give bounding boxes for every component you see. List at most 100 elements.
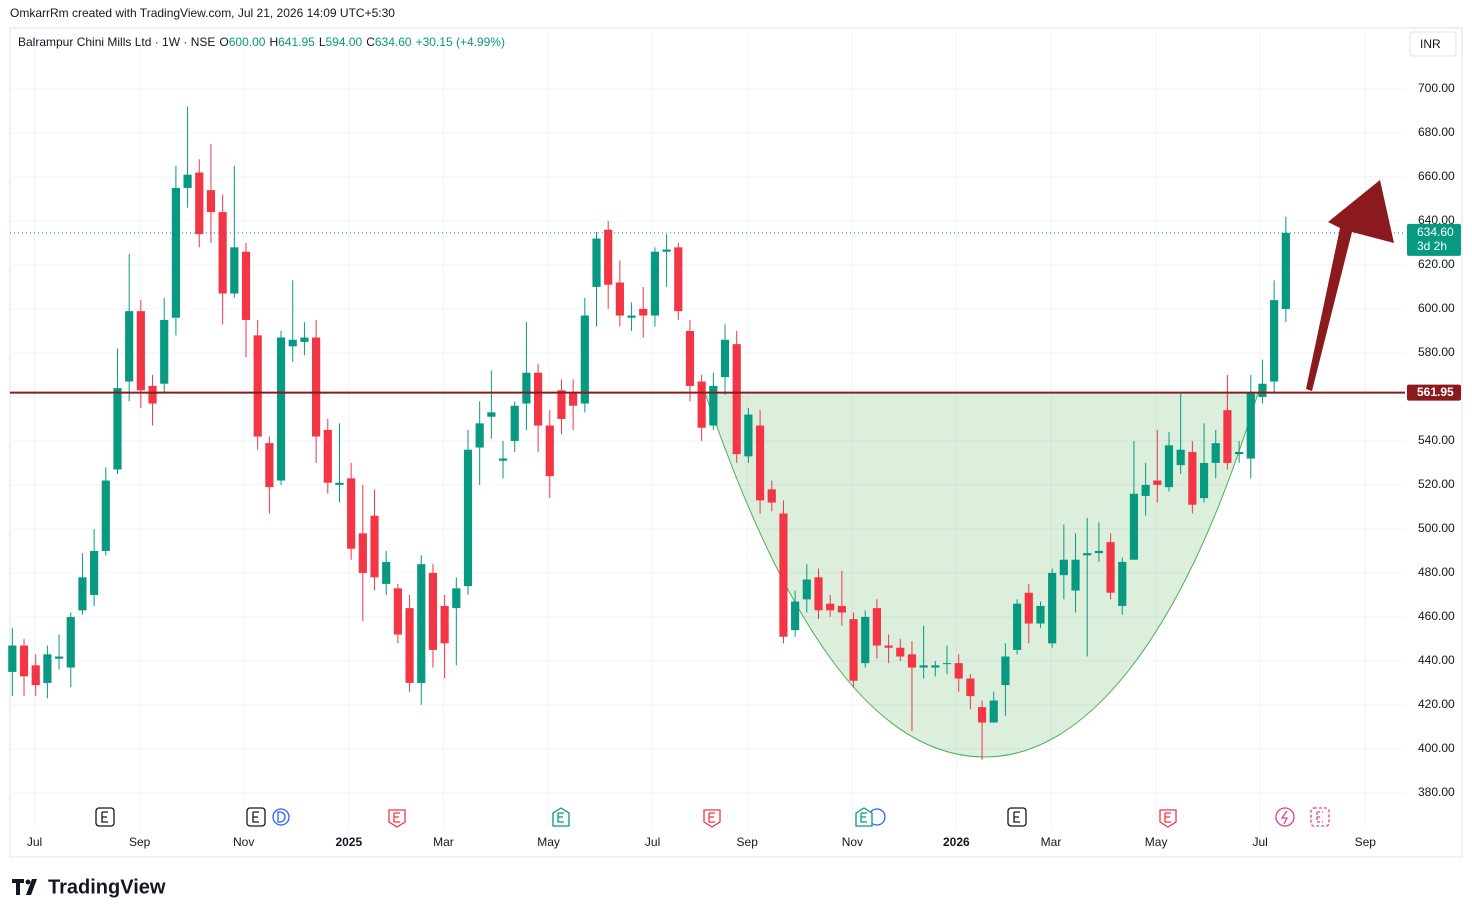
legend-key: C [366,35,375,49]
candle-body [802,579,811,600]
candle-body [475,423,484,448]
candle-body [1024,592,1033,624]
x-tick-label: Jul [645,835,660,849]
candle-body [685,330,695,386]
candle-body [720,339,730,378]
candle-body [989,700,998,723]
y-tick-label: 380.00 [1418,785,1455,799]
y-tick-label: 640.00 [1418,213,1455,227]
candle-body [1094,550,1103,554]
candle-body [8,645,17,672]
candle-body [31,665,40,686]
y-tick-label: 500.00 [1418,521,1455,535]
y-tick-label: 660.00 [1418,169,1455,183]
candle-body [19,645,29,677]
candle-body [206,190,216,213]
header: OmkarrRm created with TradingView.com, J… [10,6,395,20]
y-tick-label: 680.00 [1418,125,1455,139]
candle-body [1036,605,1045,624]
candle-body [276,337,286,481]
candle-body [43,654,52,683]
candle-body [779,513,788,637]
candle-body [428,572,438,650]
candle-body [463,449,473,587]
x-tick-label: Sep [129,835,151,849]
candle-body [522,372,531,404]
candle-body [1048,572,1057,644]
legend-key: H [269,35,279,49]
x-tick-label: Jul [1252,835,1267,849]
candle-body [1083,553,1092,556]
candle-body [1118,561,1127,606]
candle-body [113,388,122,470]
candle-body [826,603,835,611]
candle-body [732,344,741,455]
last-price-box [1407,223,1461,256]
candle-body [171,187,180,318]
candle-body [639,308,648,316]
y-tick-label: 620.00 [1418,257,1455,271]
candle-body [1071,559,1080,591]
level-label-box [1407,384,1461,401]
candle-body [919,665,928,668]
candle-body [195,172,204,235]
legend-key: O [219,35,229,49]
candle-body [253,335,262,437]
x-tick-label: 2026 [943,835,970,849]
currency: INR [1420,37,1441,51]
legend-key: L [318,35,326,49]
candle-body [767,489,776,503]
candle-body [592,238,601,287]
candle-body [393,588,402,635]
candle-body [977,707,987,723]
countdown-label: 3d 2h [1417,239,1447,253]
candle-body [160,319,169,384]
x-tick-label: Mar [433,835,454,849]
candle-body [1199,462,1209,499]
legend-value: 641.95 [278,35,315,49]
candle-body [323,429,332,483]
candle-body [1153,480,1162,485]
candle-body [335,482,344,485]
legend-value: 594.00 [325,35,363,49]
candle-body [674,247,683,312]
candle-body [125,311,134,382]
candle-body [1270,300,1279,382]
legend: Balrampur Chini Mills Ltd · 1W · NSE O600… [18,35,505,49]
y-tick-label: 700.00 [1418,81,1455,95]
candle-body [1235,451,1244,455]
last-price-label: 634.60 [1417,225,1454,239]
candle-body [872,608,881,646]
candle-body [615,282,624,316]
candle-body [370,515,379,578]
frame [9,27,1463,858]
legend-value: 634.60 [374,35,412,49]
candle-body [230,247,239,294]
candle-body [907,654,917,668]
candle-body [510,405,519,441]
candle-body [358,533,367,573]
candle-body [1129,493,1139,560]
y-tick-label: 440.00 [1418,653,1455,667]
candle-body [1188,451,1197,505]
candle-body [755,425,765,501]
candle-body [1281,232,1290,309]
candle-body [604,229,613,285]
candle-body [312,337,321,437]
candle-body [1013,603,1022,650]
legend-value: 600.00 [228,35,266,49]
candle-body [241,251,251,320]
candle-body [265,443,274,488]
candle-body [78,577,87,611]
level-label: 561.95 [1417,385,1454,399]
candle-body [148,385,157,404]
y-tick-label: 580.00 [1418,345,1455,359]
candle-body [650,251,660,316]
candle-body [183,174,192,188]
candle-body [942,663,952,665]
x-tick-label: 2025 [335,835,362,849]
candle-body [452,588,461,609]
candle-body [557,390,566,419]
candle-body [627,315,636,318]
